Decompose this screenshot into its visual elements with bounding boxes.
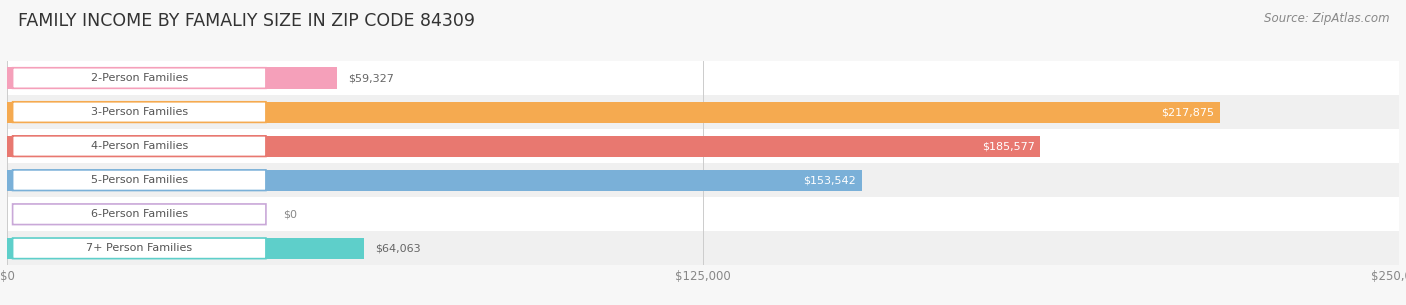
FancyBboxPatch shape	[7, 231, 1399, 265]
FancyBboxPatch shape	[13, 68, 266, 88]
FancyBboxPatch shape	[7, 129, 1399, 163]
FancyBboxPatch shape	[7, 197, 1399, 231]
FancyBboxPatch shape	[13, 238, 266, 259]
Text: 4-Person Families: 4-Person Families	[90, 141, 188, 151]
Bar	[7, 67, 337, 88]
Text: $153,542: $153,542	[804, 175, 856, 185]
Text: $59,327: $59,327	[349, 73, 394, 83]
Text: $64,063: $64,063	[375, 243, 420, 253]
Text: Source: ZipAtlas.com: Source: ZipAtlas.com	[1264, 12, 1389, 25]
FancyBboxPatch shape	[13, 170, 266, 191]
Text: 3-Person Families: 3-Person Families	[91, 107, 188, 117]
FancyBboxPatch shape	[13, 102, 266, 122]
Bar	[7, 102, 1220, 123]
Text: 5-Person Families: 5-Person Families	[91, 175, 188, 185]
FancyBboxPatch shape	[7, 163, 1399, 197]
FancyBboxPatch shape	[13, 204, 266, 224]
Text: 7+ Person Families: 7+ Person Families	[86, 243, 193, 253]
Text: $217,875: $217,875	[1161, 107, 1215, 117]
Text: $0: $0	[283, 209, 297, 219]
Bar	[7, 238, 364, 259]
FancyBboxPatch shape	[7, 95, 1399, 129]
Bar	[7, 136, 1040, 157]
FancyBboxPatch shape	[7, 61, 1399, 95]
Text: $185,577: $185,577	[981, 141, 1035, 151]
FancyBboxPatch shape	[13, 136, 266, 156]
Bar	[7, 170, 862, 191]
Text: FAMILY INCOME BY FAMALIY SIZE IN ZIP CODE 84309: FAMILY INCOME BY FAMALIY SIZE IN ZIP COD…	[18, 12, 475, 30]
Text: 2-Person Families: 2-Person Families	[90, 73, 188, 83]
Text: 6-Person Families: 6-Person Families	[91, 209, 188, 219]
